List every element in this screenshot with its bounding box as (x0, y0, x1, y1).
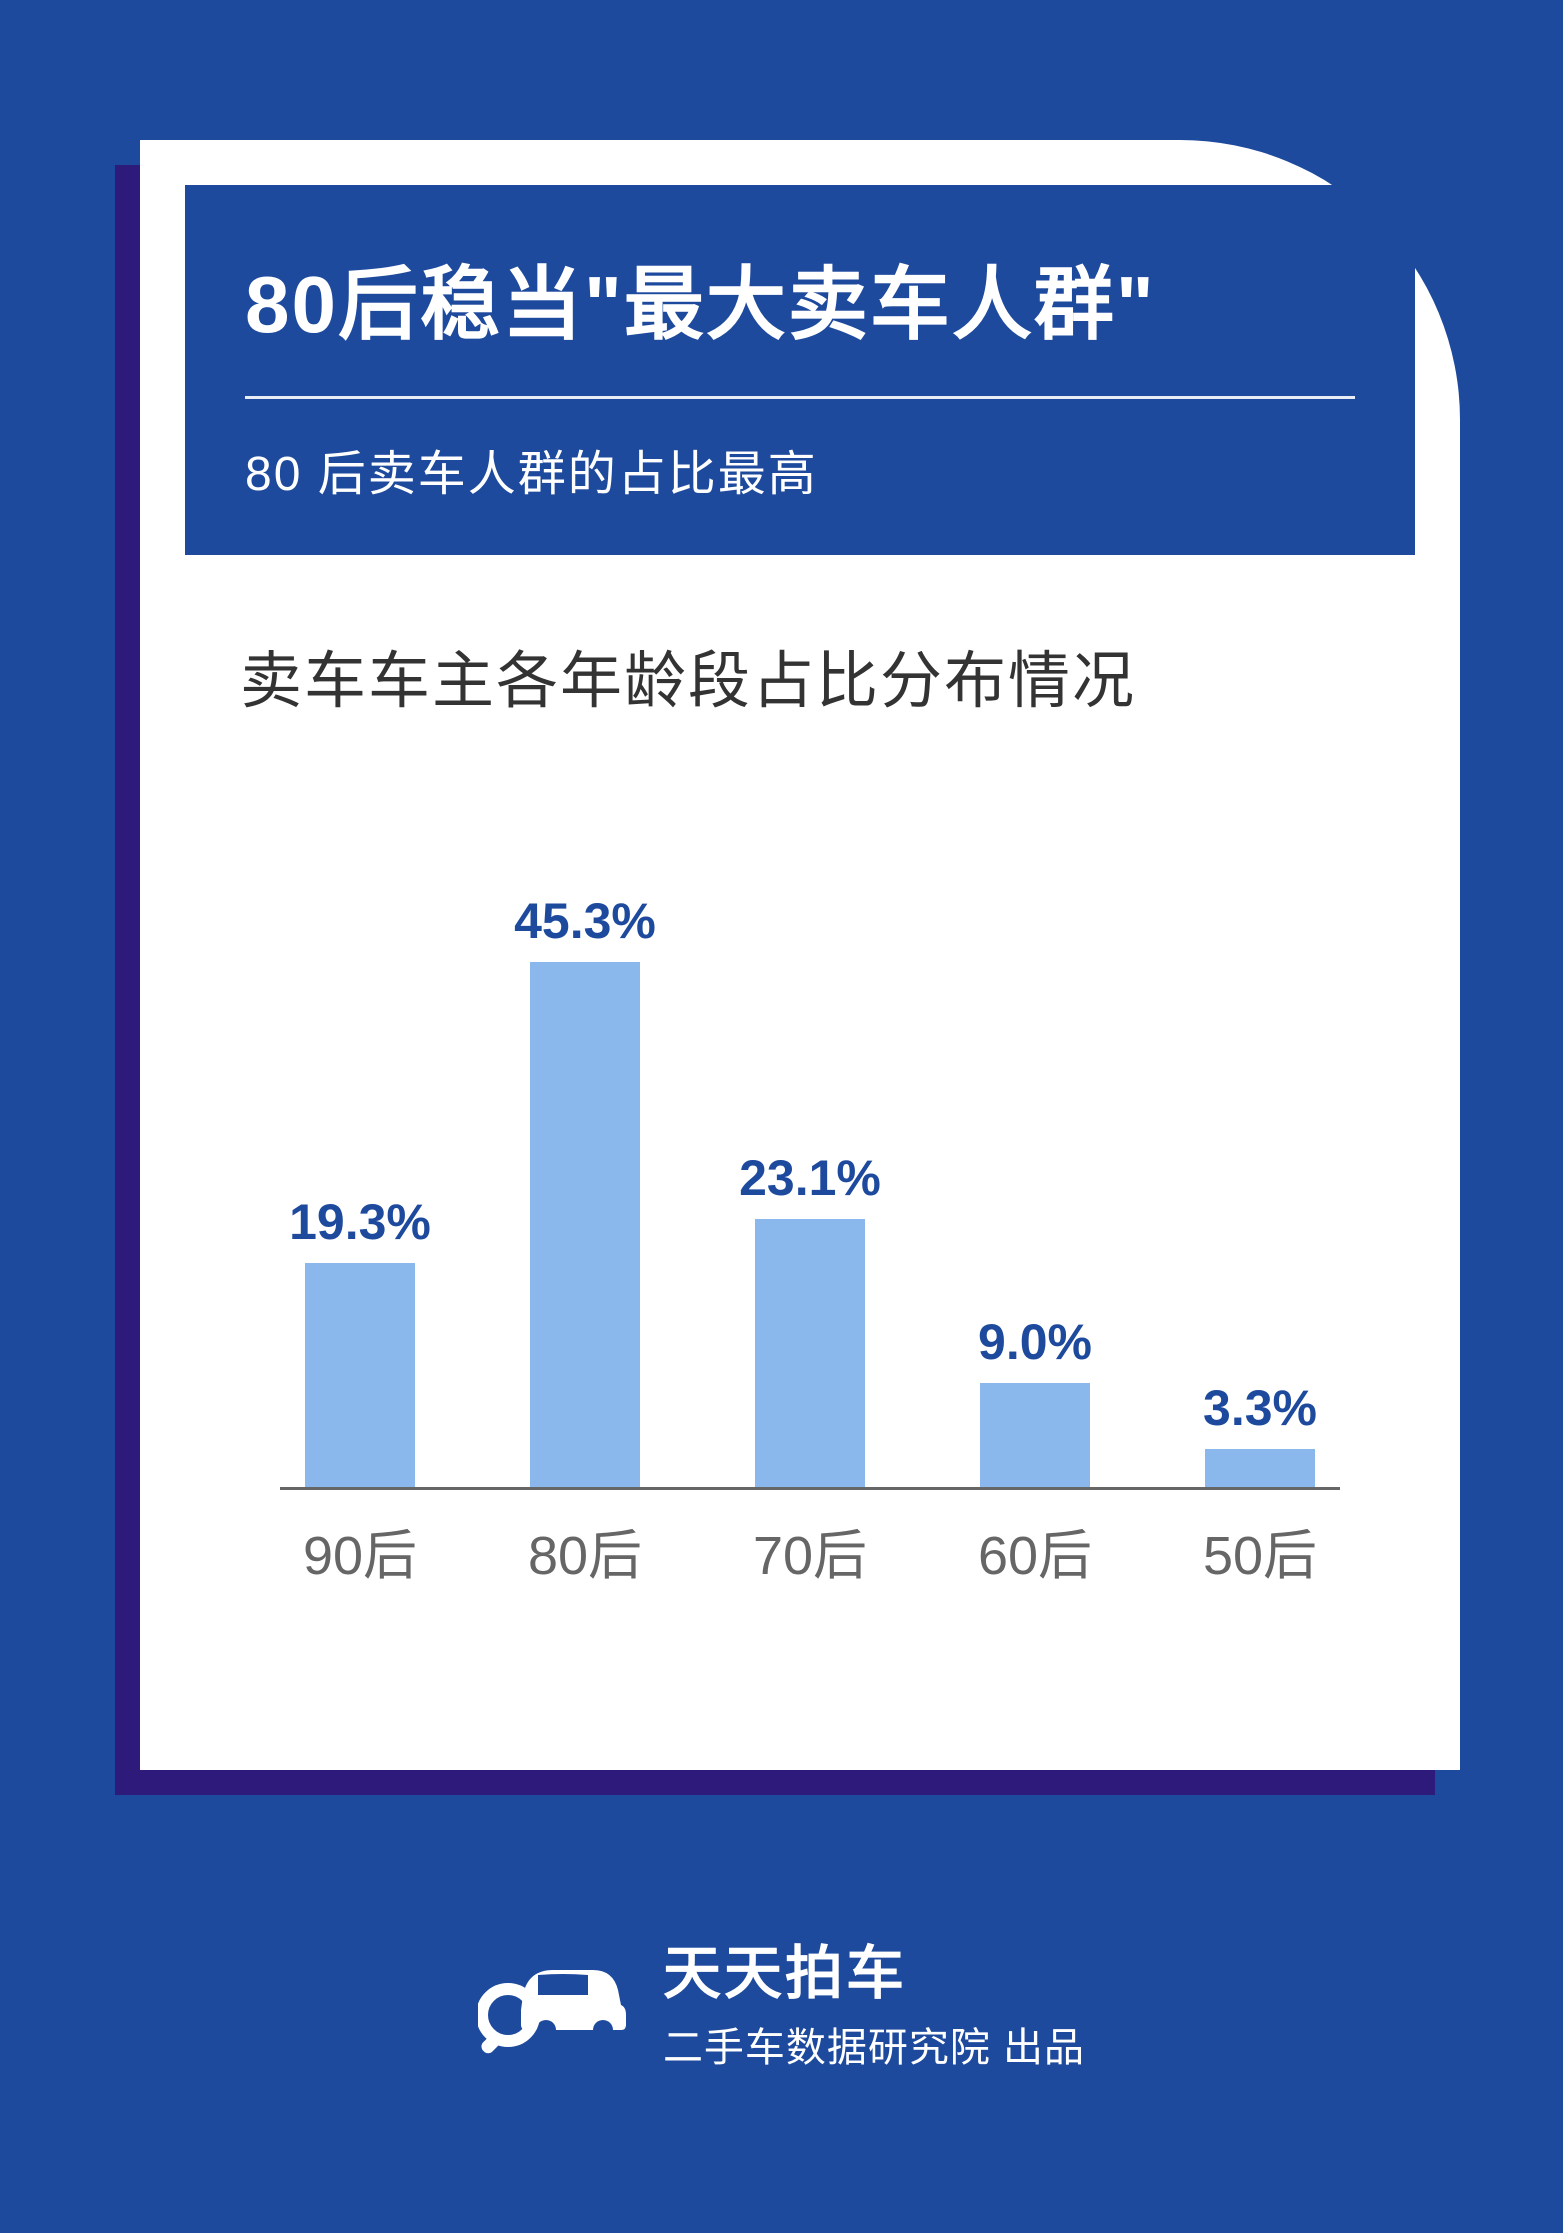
bar-col: 19.3% (280, 840, 440, 1487)
subheadline: 80 后卖车人群的占比最高 (245, 434, 1355, 504)
category-label: 60后 (955, 1511, 1115, 1590)
footer-text: 天天拍车 二手车数据研究院 出品 (663, 1926, 1085, 2073)
bar-col: 23.1% (730, 840, 890, 1487)
category-label: 50后 (1180, 1511, 1340, 1590)
header-divider (245, 396, 1355, 399)
bar-rect (1205, 1449, 1315, 1487)
bar-rect (755, 1219, 865, 1487)
car-magnifier-icon (478, 1945, 628, 2055)
bar-rect (530, 962, 640, 1487)
info-card: 80后稳当"最大卖车人群" 80 后卖车人群的占比最高 卖车车主各年龄段占比分布… (140, 140, 1460, 1770)
bar-value-label: 23.1% (739, 1149, 881, 1207)
footer-title: 天天拍车 (663, 1926, 1085, 2010)
bar-col: 9.0% (955, 840, 1115, 1487)
bar-value-label: 3.3% (1203, 1379, 1317, 1437)
bar-col: 45.3% (505, 840, 665, 1487)
bars-row: 19.3% 45.3% 23.1% 9.0% 3.3% (280, 840, 1340, 1490)
header-box: 80后稳当"最大卖车人群" 80 后卖车人群的占比最高 (185, 185, 1415, 555)
category-labels-row: 90后 80后 70后 60后 50后 (280, 1486, 1340, 1590)
bar-value-label: 9.0% (978, 1313, 1092, 1371)
bar-value-label: 19.3% (289, 1193, 431, 1251)
bar-chart: 19.3% 45.3% 23.1% 9.0% 3.3% 90后 80后 70后 60后 50后 (280, 840, 1340, 1590)
bar-rect (980, 1383, 1090, 1487)
footer: 天天拍车 二手车数据研究院 出品 (0, 1926, 1563, 2073)
bar-value-label: 45.3% (514, 892, 656, 950)
chart-title: 卖车车主各年龄段占比分布情况 (240, 630, 1136, 720)
bar-col: 3.3% (1180, 840, 1340, 1487)
bar-rect (305, 1263, 415, 1487)
category-label: 80后 (505, 1511, 665, 1590)
category-label: 70后 (730, 1511, 890, 1590)
category-label: 90后 (280, 1511, 440, 1590)
footer-subtitle: 二手车数据研究院 出品 (663, 2015, 1085, 2073)
headline: 80后稳当"最大卖车人群" (245, 240, 1355, 356)
